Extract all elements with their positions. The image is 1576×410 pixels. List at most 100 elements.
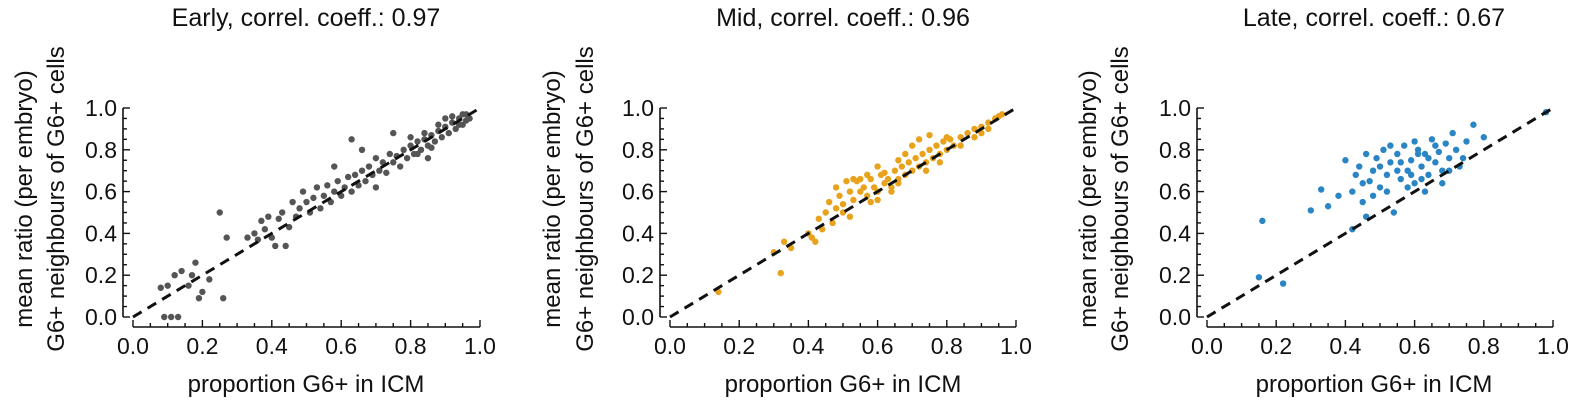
data-point	[1387, 142, 1394, 149]
data-point	[964, 129, 971, 137]
data-point	[864, 171, 871, 179]
x-axis-label: proportion G6+ in ICM	[725, 371, 962, 398]
data-point	[358, 146, 366, 153]
data-point	[289, 198, 296, 206]
data-point	[850, 175, 857, 183]
data-point	[1376, 184, 1384, 191]
data-point	[985, 125, 992, 133]
y-axis-label-line2: G6+ neighbours of G6+ cells	[1107, 46, 1134, 352]
x-tick-label: 0.2	[1260, 333, 1292, 359]
data-point	[178, 267, 185, 275]
data-point	[891, 167, 899, 174]
data-point	[1359, 198, 1366, 206]
data-point	[171, 272, 178, 279]
data-point	[1383, 171, 1391, 179]
x-tick-label: 0.6	[325, 333, 357, 359]
data-point	[1452, 146, 1460, 153]
data-point	[251, 230, 258, 237]
data-point	[1349, 188, 1356, 195]
data-point	[365, 163, 373, 170]
data-point	[167, 313, 175, 321]
chart-panel-early: Early, correl. coeff.: 0.97 mean ratio (…	[11, 4, 496, 398]
x-tick-label: 0.6	[862, 333, 894, 359]
data-point	[192, 259, 199, 266]
x-tick-label: 0.8	[931, 333, 963, 359]
data-point	[1394, 150, 1401, 158]
data-point	[1480, 134, 1488, 141]
data-point	[358, 167, 366, 174]
data-point	[372, 154, 380, 162]
data-point	[407, 134, 414, 141]
y-tick-label: 0.6	[1159, 179, 1191, 205]
y-tick-label: 0.4	[622, 220, 654, 246]
data-point	[390, 159, 397, 166]
data-point	[874, 163, 881, 170]
data-point	[836, 192, 843, 199]
data-point	[926, 131, 933, 139]
data-point	[272, 242, 279, 250]
data-point	[919, 150, 926, 158]
data-point	[376, 167, 383, 174]
data-point	[310, 194, 317, 202]
data-point	[780, 238, 788, 245]
data-point	[362, 177, 369, 185]
chart-title: Mid, correl. coeff.: 0.96	[716, 4, 970, 32]
data-point	[902, 150, 909, 158]
x-tick-label: 0.8	[1468, 333, 1500, 359]
data-point	[1407, 171, 1415, 179]
data-point	[1369, 167, 1377, 174]
data-point	[1373, 154, 1380, 162]
data-point	[850, 196, 857, 204]
data-point	[403, 154, 411, 162]
y-tick-label: 0.0	[1159, 304, 1191, 330]
data-point	[1425, 154, 1432, 162]
data-point	[922, 167, 930, 174]
data-point	[846, 188, 854, 195]
data-point	[438, 134, 446, 141]
data-point	[867, 198, 874, 206]
x-tick-label: 0.4	[1329, 333, 1361, 359]
chart-title: Early, correl. coeff.: 0.97	[172, 4, 441, 32]
data-point	[185, 282, 192, 289]
data-point	[344, 173, 352, 181]
data-point	[1421, 188, 1429, 195]
data-point	[296, 205, 303, 212]
data-point	[331, 163, 338, 170]
data-point	[282, 242, 289, 250]
x-tick-label: 0.2	[723, 333, 755, 359]
data-point	[1432, 142, 1439, 149]
data-point	[320, 192, 328, 199]
data-point	[1439, 180, 1446, 187]
data-point	[462, 117, 470, 124]
y-tick-label: 0.4	[85, 220, 117, 246]
data-point	[275, 215, 282, 222]
data-point	[1394, 167, 1401, 174]
y-tick-label: 0.8	[1159, 137, 1191, 163]
data-point	[926, 146, 933, 153]
data-point	[957, 142, 964, 149]
axes: 0.0 0.2 0.4 0.6 0.8 1.0 0.0 0.2 0.4 0.6 0.8 1.0	[622, 95, 1032, 359]
data-point	[1435, 148, 1443, 156]
data-point	[1449, 129, 1456, 137]
data-point	[881, 169, 888, 176]
data-point	[348, 188, 355, 195]
data-point	[421, 129, 428, 137]
data-point	[832, 184, 840, 191]
data-point	[1463, 138, 1470, 145]
data-point	[449, 113, 456, 120]
data-point	[303, 198, 310, 206]
data-point	[1380, 146, 1387, 153]
data-point	[1390, 209, 1398, 216]
data-point	[1359, 180, 1366, 187]
data-point	[1411, 180, 1418, 187]
data-point	[216, 209, 223, 216]
data-point	[331, 188, 338, 195]
y-tick-label: 0.6	[85, 179, 117, 205]
data-point	[1335, 192, 1342, 199]
data-point	[334, 177, 341, 185]
data-point	[1376, 163, 1384, 170]
data-point	[396, 163, 404, 170]
chart-title: Late, correl. coeff.: 0.67	[1243, 4, 1505, 32]
data-point	[1342, 157, 1349, 164]
y-tick-label: 0.2	[1159, 262, 1191, 288]
